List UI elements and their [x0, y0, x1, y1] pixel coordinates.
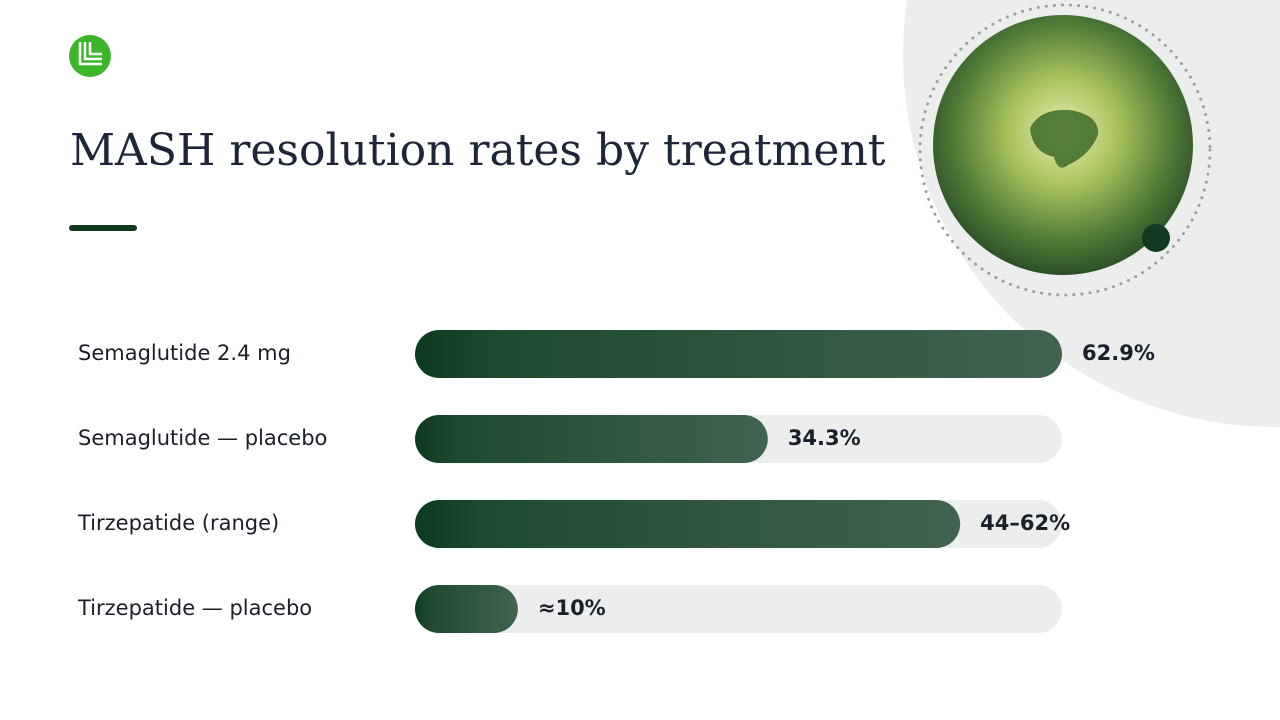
category-label: Tirzepatide (range) — [77, 511, 279, 535]
value-label: 62.9% — [1082, 341, 1155, 365]
value-label: ≈10% — [538, 596, 606, 620]
bar — [415, 330, 1062, 378]
accent-dot — [1142, 224, 1170, 252]
dotted-ring — [918, 3, 1212, 297]
value-label: 44–62% — [980, 511, 1070, 535]
category-label: Tirzepatide — placebo — [77, 596, 312, 620]
logo — [69, 35, 111, 77]
category-label: Semaglutide 2.4 mg — [78, 341, 291, 365]
liver-icon — [1030, 109, 1099, 168]
bar — [415, 415, 768, 463]
title-underline — [69, 225, 137, 231]
category-label: Semaglutide — placebo — [78, 426, 327, 450]
plot-area: Semaglutide 2.4 mg 62.9% Semaglutide — pla… — [77, 330, 1155, 633]
value-label: 34.3% — [788, 426, 861, 450]
chart-title: MASH resolution rates by treatment — [70, 125, 886, 176]
bar — [415, 585, 518, 633]
bar — [415, 500, 961, 548]
bar-track — [415, 585, 1062, 633]
